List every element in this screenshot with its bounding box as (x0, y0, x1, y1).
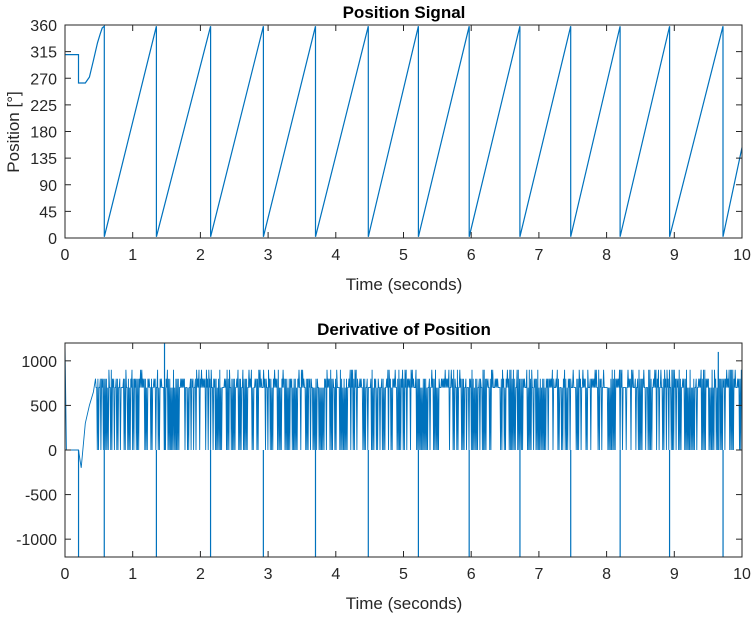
chart-title: Position Signal (343, 3, 466, 22)
x-tick-label: 3 (264, 247, 273, 264)
y-tick-label: 1000 (21, 354, 57, 371)
y-tick-label: 315 (30, 45, 57, 62)
y-tick-label: 135 (30, 151, 57, 168)
y-tick-label: 0 (48, 443, 57, 460)
y-tick-label: 270 (30, 71, 57, 88)
x-tick-label: 2 (196, 247, 205, 264)
x-tick-label: 7 (534, 566, 543, 583)
y-tick-label: 45 (39, 204, 57, 221)
y-tick-label: 225 (30, 98, 57, 115)
series-line (65, 343, 742, 468)
x-tick-label: 6 (467, 247, 476, 264)
axes: 0 1 2 3 4 5 6 7 8 9 10 -1000 -500 0 500 1000 (16, 342, 751, 583)
x-tick-label: 10 (733, 247, 751, 264)
position-chart: Position Signal 0 1 2 3 4 5 6 7 8 9 10045901351802… (4, 3, 751, 294)
x-tick-label: 9 (670, 566, 679, 583)
y-tick-label: 0 (48, 231, 57, 248)
y-tick-label: -500 (25, 488, 57, 505)
series-line (65, 24, 743, 237)
y-tick-label: -1000 (16, 532, 57, 549)
x-tick-label: 3 (264, 566, 273, 583)
x-tick-label: 0 (61, 566, 70, 583)
y-tick-label: 90 (39, 178, 57, 195)
chart-title: Derivative of Position (317, 320, 491, 339)
x-tick-label: 4 (331, 247, 340, 264)
x-tick-label: 10 (733, 566, 751, 583)
x-tick-label: 5 (399, 247, 408, 264)
x-tick-label: 6 (467, 566, 476, 583)
y-tick-label: 360 (30, 18, 57, 35)
x-tick-label: 0 (61, 247, 70, 264)
x-tick-label: 9 (670, 247, 679, 264)
x-tick-label: 2 (196, 566, 205, 583)
x-tick-label: 1 (128, 247, 137, 264)
x-tick-label: 8 (602, 566, 611, 583)
y-tick-label: 180 (30, 125, 57, 142)
plot-area (65, 343, 742, 557)
x-tick-label: 1 (128, 566, 137, 583)
x-tick-label: 8 (602, 247, 611, 264)
y-axis-label: Position [°] (4, 91, 23, 172)
x-tick-label: 7 (534, 247, 543, 264)
plot-area (65, 24, 743, 237)
series-group (65, 343, 742, 557)
x-tick-label: 5 (399, 566, 408, 583)
derivative-chart: Derivative of Position 0 1 2 3 4 5 6 7 8 9 10 -1000… (16, 320, 751, 613)
x-axis-label: Time (seconds) (346, 594, 463, 613)
y-tick-label: 500 (30, 398, 57, 415)
axes-box (64, 24, 743, 239)
x-axis-label: Time (seconds) (346, 275, 463, 294)
x-tick-label: 4 (331, 566, 340, 583)
